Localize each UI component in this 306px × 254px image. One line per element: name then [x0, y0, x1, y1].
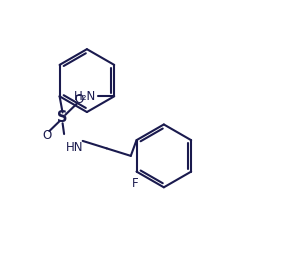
Text: H₂N: H₂N [74, 90, 96, 103]
Text: HN: HN [65, 141, 83, 154]
Text: O: O [42, 129, 52, 142]
Text: S: S [57, 110, 68, 125]
Text: O: O [74, 92, 84, 105]
Text: F: F [132, 177, 138, 190]
